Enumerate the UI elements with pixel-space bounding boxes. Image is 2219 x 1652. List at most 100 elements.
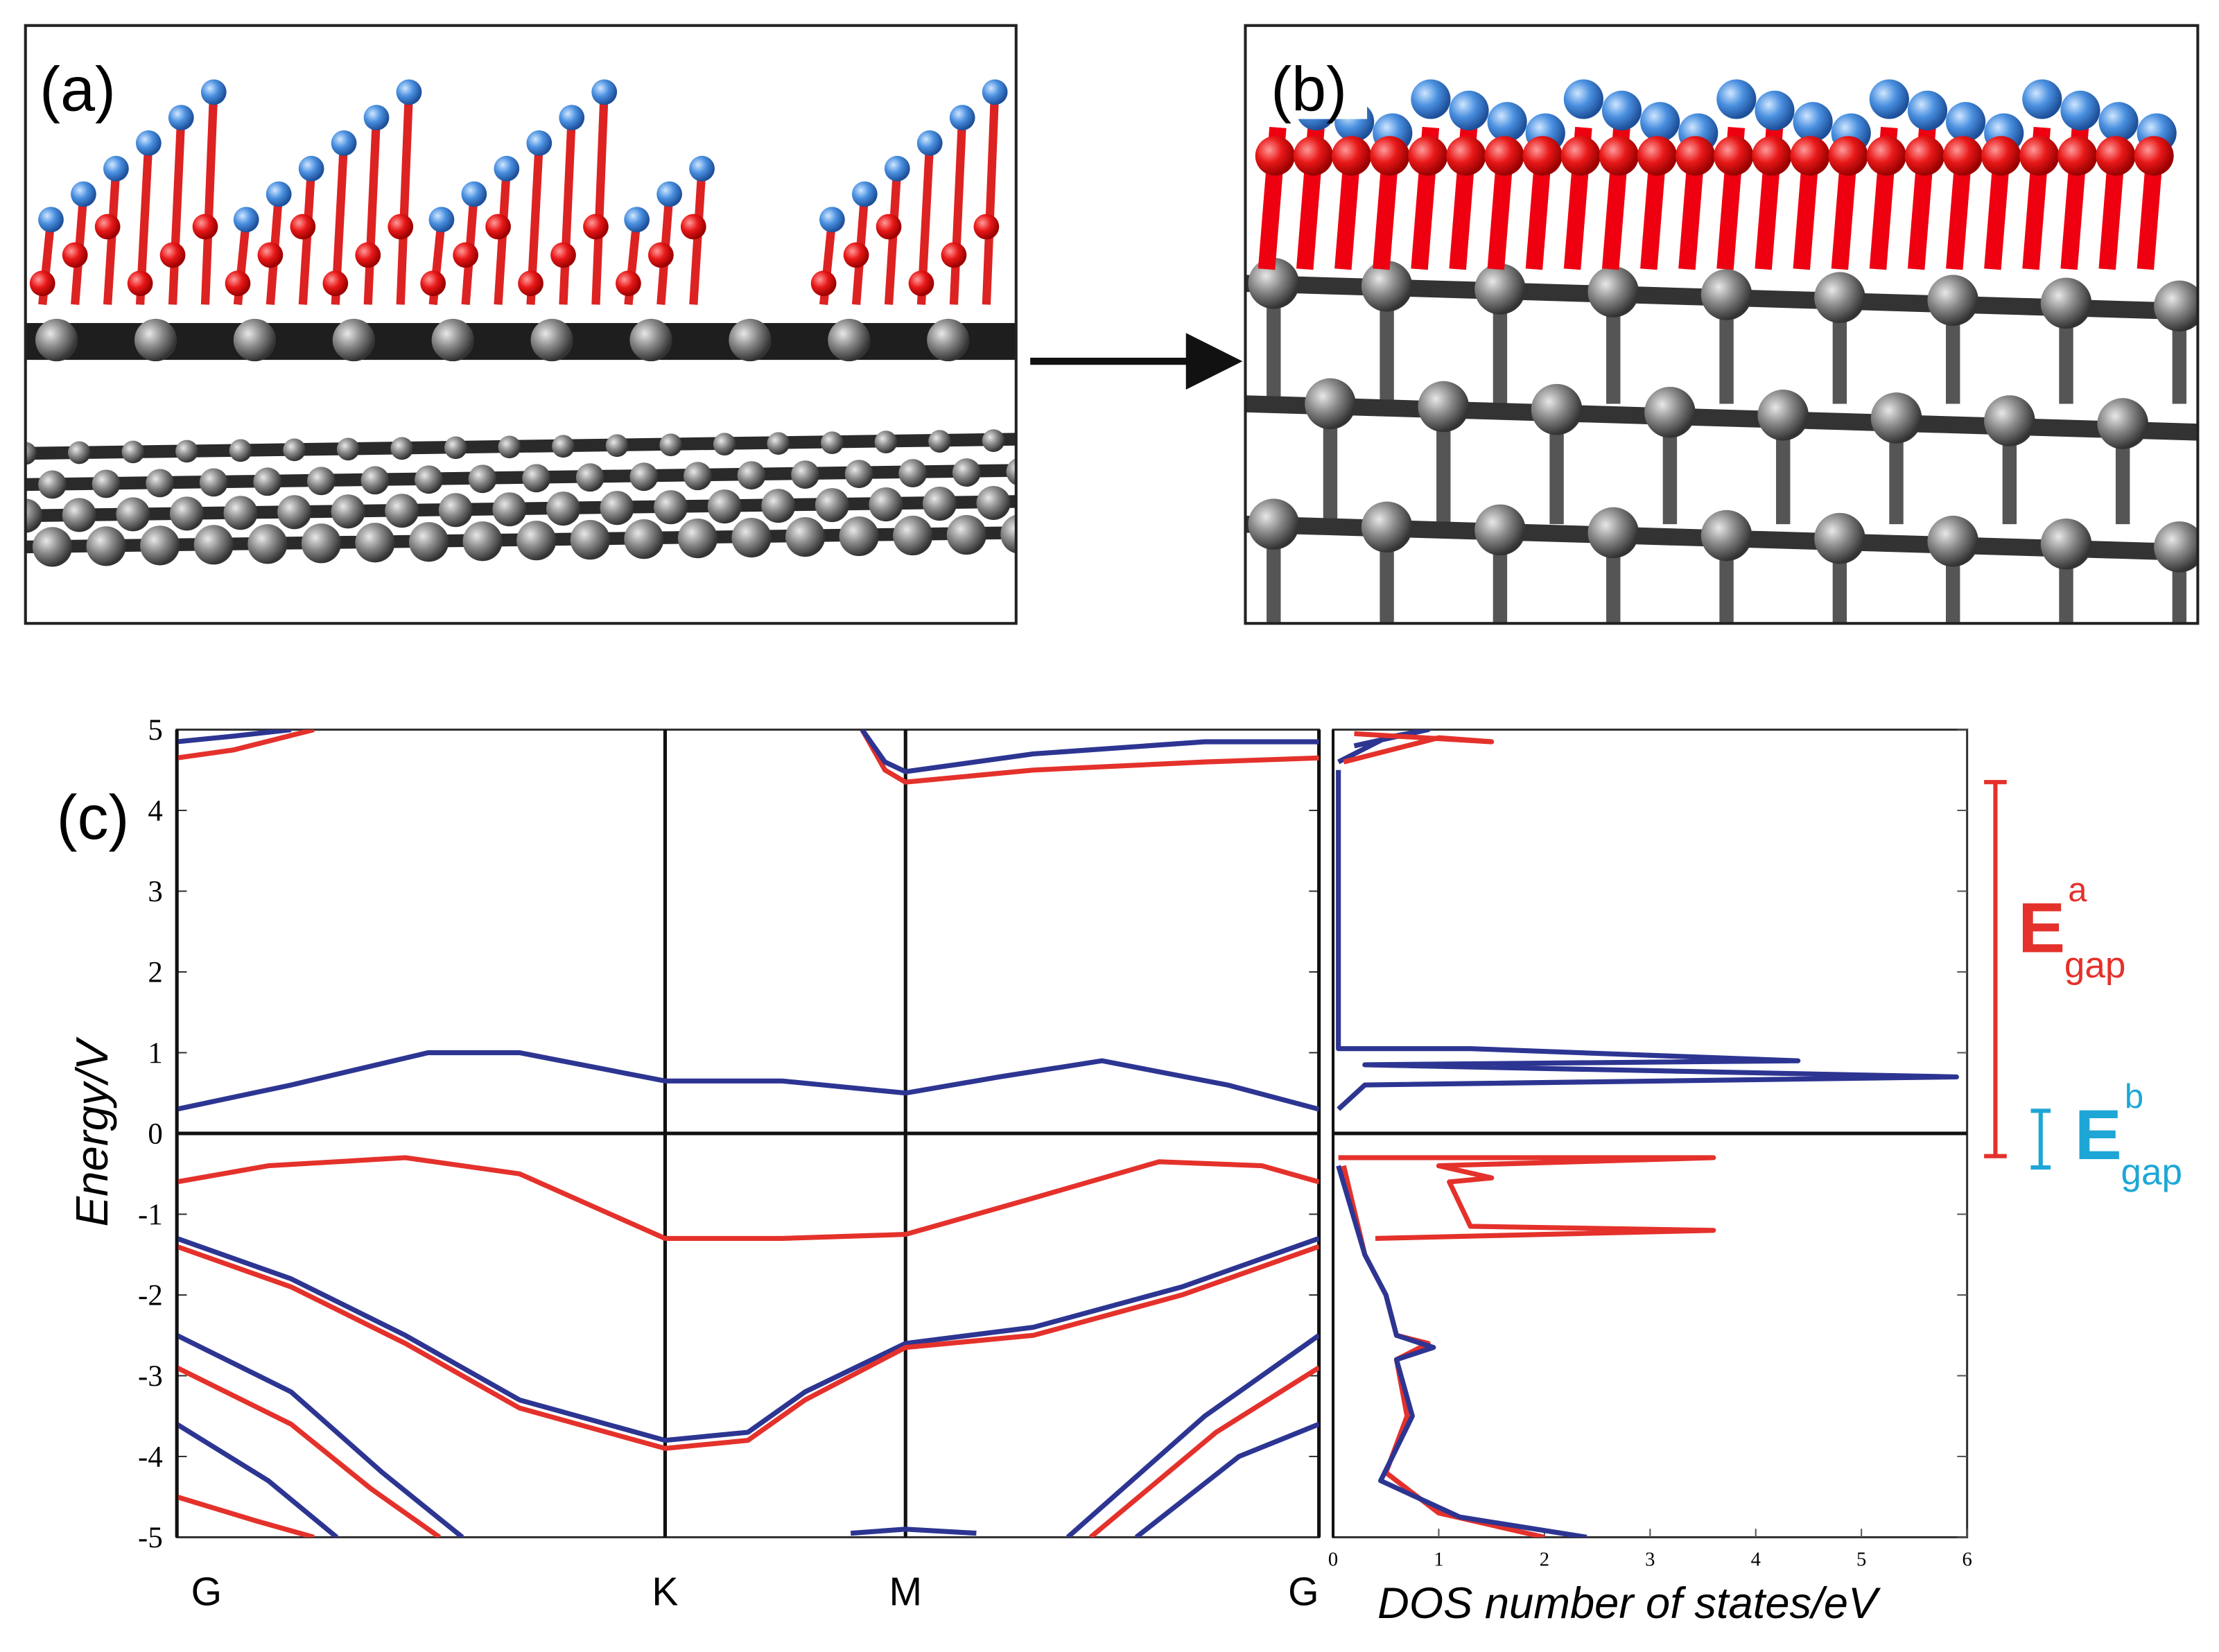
atom [647,242,674,268]
curve [177,1422,339,1538]
atom [1411,79,1451,119]
atom [1255,136,1295,176]
atom [2022,79,2062,119]
x-tick-label: G [1288,1570,1319,1615]
y-tick-label: 1 [148,1037,162,1070]
atom [290,214,316,240]
atom [844,460,873,489]
atom [462,521,503,562]
atom [898,459,928,488]
atom [306,467,336,496]
atom [127,270,153,297]
atom [2154,521,2198,573]
atom [1700,269,1752,320]
bond [200,92,218,305]
atom [1755,90,1795,131]
atom [233,207,259,233]
atom [761,489,796,523]
atom [605,434,629,458]
panel-label: (a) [40,55,116,124]
x-tick-label: 2 [1540,1549,1549,1570]
y-tick-label: 4 [148,794,162,827]
atom [159,242,186,268]
atom [360,466,390,495]
atom [38,207,64,233]
atom [927,318,970,362]
atom [1907,90,1948,131]
atom [428,207,455,233]
atom [550,242,576,268]
curve [1336,770,1959,1111]
x-tick-label: 1 [1434,1549,1443,1570]
y-tick-label: 0 [148,1118,162,1150]
atom [1446,136,1486,176]
atom [2057,136,2098,176]
atom [893,515,933,556]
atom [385,494,419,528]
atom [923,487,957,521]
atom [884,155,910,182]
curve [1338,1155,1716,1242]
atom [199,468,228,497]
x-tick-label: 6 [1962,1549,1972,1570]
y-tick-label: -4 [138,1441,163,1473]
atom [247,524,288,564]
atom [731,517,772,558]
atom [767,432,790,455]
atom [1522,136,1563,176]
atom [1870,392,1922,444]
atom [86,526,126,566]
atom [1640,102,1680,142]
atom [301,523,341,564]
atom [298,155,324,182]
atom [67,441,91,464]
x-tick-label: 0 [1328,1549,1338,1570]
atom [103,155,129,182]
atom [1060,457,1088,485]
x-tick-label: G [191,1570,222,1615]
atom [1484,136,1524,176]
atom [2060,90,2100,131]
atom [546,492,580,526]
atom [223,496,258,530]
atom [1487,102,1527,142]
y-tick-label: 2 [148,956,162,989]
atom [1332,136,1372,176]
atom [1293,136,1334,176]
bond [559,117,576,305]
curve [1134,1422,1319,1538]
atom [134,318,177,362]
atom [1601,90,1642,131]
curve [1336,1165,1587,1538]
atom [453,242,479,268]
y-tick-label: 3 [148,876,162,908]
y-tick-label: -3 [138,1360,163,1393]
curve [177,1244,1319,1451]
panel-label: (c) [57,783,130,853]
atom [815,488,849,523]
atom [468,464,497,494]
atom [843,242,869,268]
atom [1790,136,1830,176]
atom [62,498,96,532]
atom [225,270,251,297]
bond [1245,395,2198,441]
atom [1866,136,1906,176]
y-tick-label: -5 [138,1522,163,1554]
curve [177,729,315,760]
atom [946,514,986,555]
atom [92,469,121,498]
atom [1700,510,1752,562]
atom [1984,395,2035,446]
atom [629,318,672,362]
curve [177,1333,464,1538]
atom [116,497,150,532]
label-bg [31,34,145,119]
atom [1560,136,1601,176]
gap-bracket-a [1984,780,2007,1158]
atom [1752,136,1792,176]
atom [729,318,772,362]
atom [1361,261,1413,312]
